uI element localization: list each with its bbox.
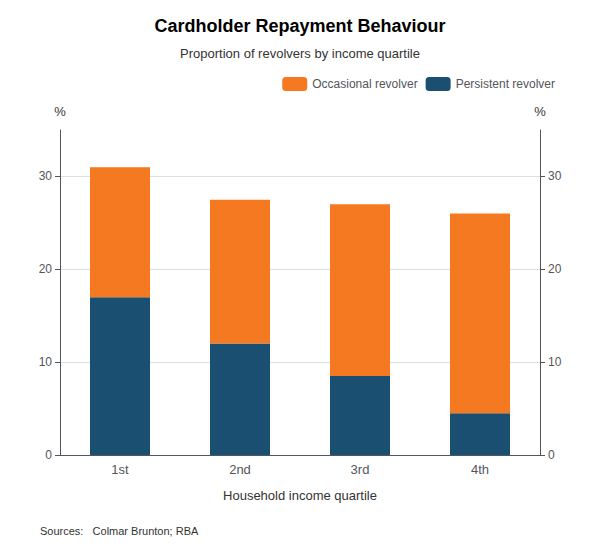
svg-text:30: 30 bbox=[39, 169, 53, 183]
svg-text:Cardholder Repayment Behaviour: Cardholder Repayment Behaviour bbox=[154, 16, 445, 36]
svg-text:3rd: 3rd bbox=[351, 462, 370, 477]
svg-text:2nd: 2nd bbox=[229, 462, 251, 477]
svg-text:Proportion of revolvers by inc: Proportion of revolvers by income quarti… bbox=[180, 46, 420, 61]
svg-text:Occasional revolver: Occasional revolver bbox=[312, 77, 417, 91]
svg-text:Persistent revolver: Persistent revolver bbox=[456, 77, 555, 91]
svg-text:0: 0 bbox=[45, 448, 52, 462]
svg-text:20: 20 bbox=[548, 262, 562, 276]
svg-text:10: 10 bbox=[39, 355, 53, 369]
svg-text:4th: 4th bbox=[471, 462, 489, 477]
svg-text:0: 0 bbox=[548, 448, 555, 462]
svg-text:Sources: Colmar Brunton; RBA: Sources: Colmar Brunton; RBA bbox=[40, 525, 199, 537]
svg-text:Household income quartile: Household income quartile bbox=[223, 488, 377, 503]
svg-text:10: 10 bbox=[548, 355, 562, 369]
svg-text:20: 20 bbox=[39, 262, 53, 276]
svg-text:30: 30 bbox=[548, 169, 562, 183]
svg-text:%: % bbox=[54, 104, 66, 119]
svg-text:%: % bbox=[534, 104, 546, 119]
svg-text:1st: 1st bbox=[111, 462, 129, 477]
